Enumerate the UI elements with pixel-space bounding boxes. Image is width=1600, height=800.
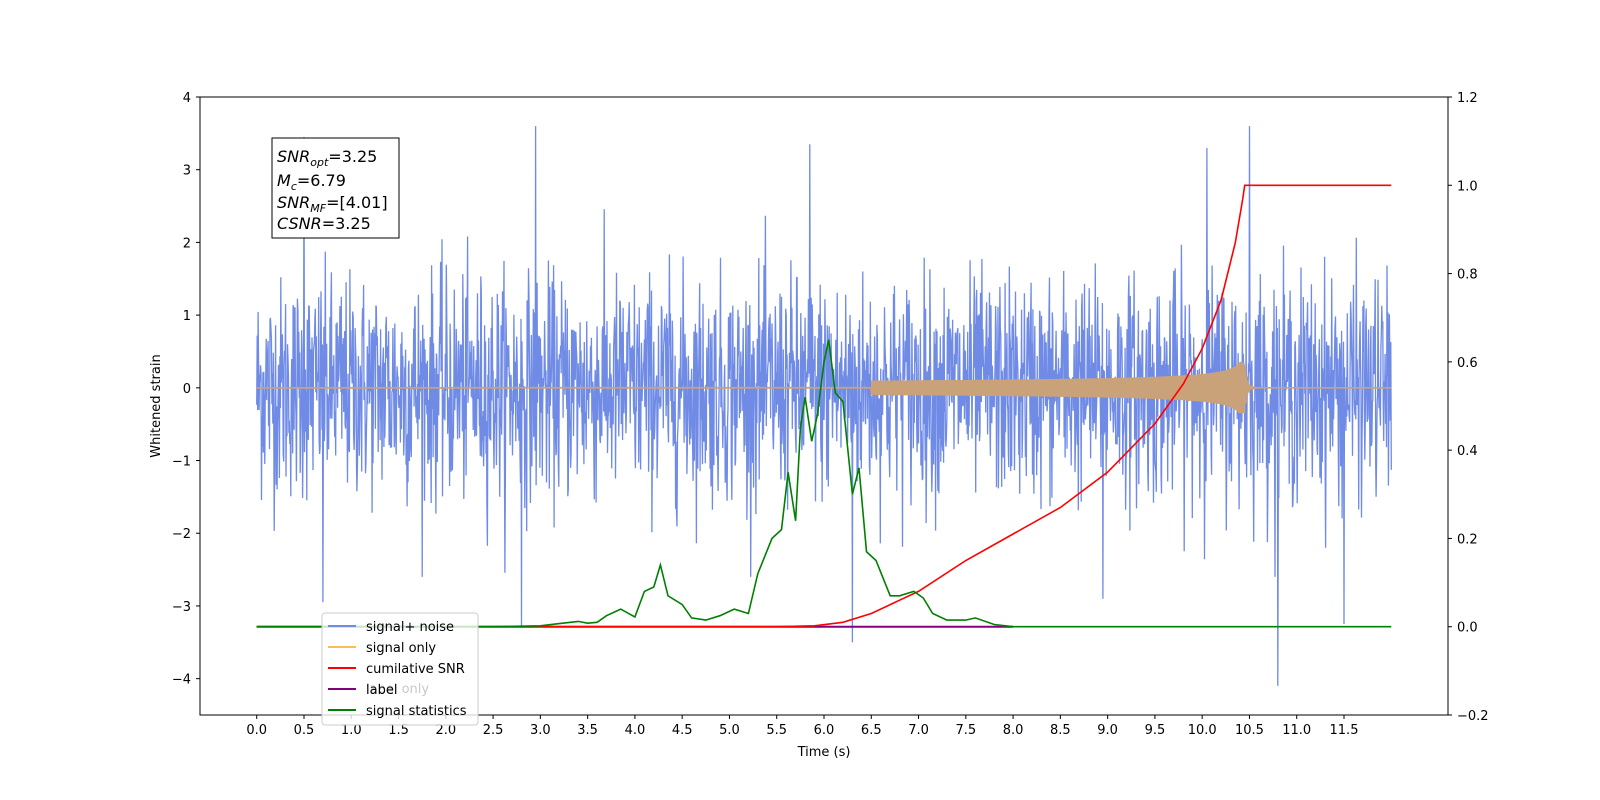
x-tick-label: 7.5 — [955, 723, 976, 738]
legend-ghost-text: label only — [366, 682, 429, 697]
x-tick-label: 10.0 — [1188, 723, 1217, 738]
y-right-tick-label: 0.8 — [1457, 268, 1478, 283]
y-left-tick-label: 4 — [183, 91, 191, 106]
legend: label only signal+ noise signal only cumil… — [321, 612, 479, 726]
x-axis-label: Time (s) — [797, 745, 851, 760]
y-right-tick-label: 0.4 — [1457, 444, 1478, 459]
x-tick-label: 7.0 — [908, 723, 929, 738]
x-tick-label: 6.0 — [814, 723, 835, 738]
legend-box — [321, 612, 479, 726]
x-axis: 0.0 0.5 1.0 1.5 2.0 2.5 3.0 3.5 4.0 4.5 5.0 5.5 6.0 6… — [246, 715, 1358, 738]
x-tick-label: 5.0 — [719, 723, 740, 738]
x-tick-label: 8.5 — [1050, 723, 1071, 738]
y-left-tick-label: 0 — [183, 382, 191, 397]
x-tick-label: 11.0 — [1282, 723, 1311, 738]
plot-area — [256, 126, 1392, 686]
legend-label: signal+ noise — [366, 620, 454, 635]
series-signal-plus-noise — [256, 126, 1392, 686]
x-tick-label: 2.5 — [483, 723, 504, 738]
series-signal-statistics — [256, 339, 1392, 628]
annotation-snr-opt: SNRopt=3.25 — [277, 147, 377, 169]
y-left-tick-label: −3 — [172, 600, 191, 615]
annotation-csnr: CSNR=3.25 — [277, 214, 371, 233]
x-tick-label: 3.5 — [577, 723, 598, 738]
x-tick-label: 4.0 — [625, 723, 646, 738]
legend-label: signal statistics — [366, 704, 467, 719]
annotation-snr-mf: SNRMF=[4.01] — [277, 193, 388, 215]
series-cumulative-snr — [256, 184, 1392, 628]
x-tick-label: 1.0 — [341, 723, 362, 738]
x-tick-label: 5.5 — [766, 723, 787, 738]
legend-label: cumilative SNR — [366, 662, 465, 677]
y-axis-left: 4 3 2 1 0 −1 −2 −3 −4 — [172, 91, 200, 688]
y-right-tick-label: 0.6 — [1457, 356, 1478, 371]
x-tick-label: 11.5 — [1330, 723, 1359, 738]
x-tick-label: 4.5 — [672, 723, 693, 738]
y-right-tick-label: 1.0 — [1457, 179, 1478, 194]
x-tick-label: 8.0 — [1003, 723, 1024, 738]
x-tick-label: 10.5 — [1235, 723, 1264, 738]
x-tick-label: 9.5 — [1145, 723, 1166, 738]
y-right-tick-label: −0.2 — [1457, 709, 1489, 724]
y-left-tick-label: −4 — [172, 673, 191, 688]
x-tick-label: 2.0 — [435, 723, 456, 738]
y-left-tick-label: 2 — [183, 236, 191, 251]
y-right-tick-label: 0.2 — [1457, 532, 1478, 547]
y-left-tick-label: −2 — [172, 527, 191, 542]
x-tick-label: 9.0 — [1097, 723, 1118, 738]
x-tick-label: 3.0 — [530, 723, 551, 738]
x-tick-label: 1.5 — [388, 723, 409, 738]
legend-items: signal+ noise signal only cumilative SNR la… — [328, 620, 467, 719]
stats-annotation: SNRopt=3.25 Mc=6.79 SNRMF=[4.01] CSNR=3.… — [271, 137, 400, 239]
y-left-tick-label: −1 — [172, 455, 191, 470]
x-tick-label: 0.5 — [294, 723, 315, 738]
y-left-tick-label: 1 — [183, 309, 191, 324]
y-axis-right: 1.2 1.0 0.8 0.6 0.4 0.2 0.0 −0.2 — [1448, 91, 1489, 724]
x-tick-label: 0.0 — [246, 723, 267, 738]
x-tick-label: 6.5 — [861, 723, 882, 738]
series-signal-only — [256, 362, 1392, 414]
stats-annotation-box — [271, 137, 400, 239]
y-axis-label: Whitened strain — [149, 354, 164, 457]
y-left-tick-label: 3 — [183, 164, 191, 179]
y-right-tick-label: 1.2 — [1457, 91, 1478, 106]
legend-label: signal only — [366, 641, 436, 656]
legend-label: label — [366, 683, 397, 698]
y-right-tick-label: 0.0 — [1457, 621, 1478, 636]
annotation-chirp-mass: Mc=6.79 — [277, 171, 346, 193]
